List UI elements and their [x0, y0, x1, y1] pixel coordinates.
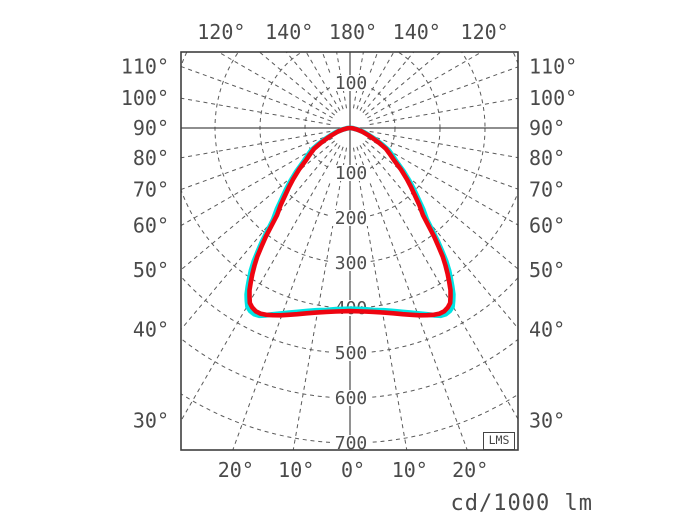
- angle-label: 120°: [461, 20, 509, 44]
- angle-label: 60°: [133, 214, 169, 238]
- angle-label: 100°: [529, 86, 577, 110]
- ray-50: [364, 140, 518, 270]
- angle-label: 140°: [393, 20, 441, 44]
- ring-label: 700: [335, 433, 368, 454]
- angle-label: 90°: [529, 116, 565, 140]
- ray-50: [181, 140, 336, 271]
- angle-label: 20°: [452, 458, 488, 482]
- angle-label: 110°: [529, 54, 577, 78]
- ray-40: [181, 142, 338, 331]
- angle-label: 50°: [529, 258, 565, 282]
- angle-label: 140°: [265, 20, 313, 44]
- angle-label: 30°: [529, 409, 565, 433]
- angle-label: 20°: [218, 458, 254, 482]
- ring-label: 100: [335, 73, 368, 94]
- angle-label: 10°: [392, 458, 428, 482]
- unit-label: cd/1000 lm: [450, 491, 593, 516]
- angle-label: 50°: [133, 258, 169, 282]
- angle-label: 80°: [133, 146, 169, 170]
- plot-border: [180, 51, 519, 451]
- ring-label: 500: [335, 343, 368, 364]
- angle-label: 110°: [121, 54, 169, 78]
- angle-label: 90°: [133, 116, 169, 140]
- ray-30: [359, 145, 518, 420]
- angle-label: 70°: [133, 178, 169, 202]
- angle-label: 70°: [529, 178, 565, 202]
- angle-label: 180°: [329, 20, 377, 44]
- angle-label: 60°: [529, 214, 565, 238]
- ray-30: [181, 145, 341, 422]
- ray-140: [285, 52, 338, 114]
- ray-130: [258, 52, 336, 116]
- ring-label: 600: [335, 388, 368, 409]
- intensity-curves: [244, 125, 456, 319]
- angle-label: 40°: [529, 317, 565, 341]
- angle-label: 40°: [133, 317, 169, 341]
- angle-label: 100°: [121, 86, 169, 110]
- angle-label: 80°: [529, 146, 565, 170]
- angle-label: 10°: [278, 458, 314, 482]
- curve-red: [247, 125, 453, 318]
- ring-label: 100: [335, 163, 368, 184]
- ray-40: [362, 142, 518, 329]
- angle-label: 120°: [197, 20, 245, 44]
- ring-label: 300: [335, 253, 368, 274]
- ray-20: [232, 146, 344, 450]
- angle-labels: 110° 110° 100° 100° 90° 90° 80° 80° 70° 70° 60° 60°…: [121, 20, 577, 482]
- ray-130: [364, 52, 442, 116]
- ray-140: [362, 52, 415, 114]
- ray-20: [356, 146, 468, 450]
- angle-label: 0°: [341, 458, 365, 482]
- ring-label: 200: [335, 208, 368, 229]
- ray-10: [292, 147, 348, 450]
- ray-10: [352, 147, 408, 450]
- angle-label: 30°: [133, 409, 169, 433]
- lms-badge: LMS: [483, 432, 515, 450]
